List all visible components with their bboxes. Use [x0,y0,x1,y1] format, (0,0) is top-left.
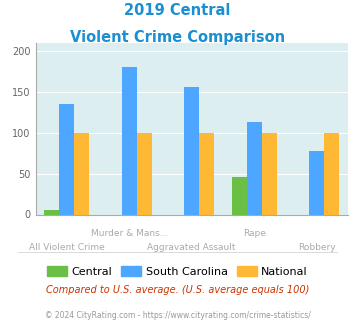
Text: Robbery: Robbery [298,243,335,251]
Bar [44,210,59,215]
Bar [324,133,339,214]
Text: Murder & Mans...: Murder & Mans... [91,229,168,238]
Bar [232,177,247,215]
Text: © 2024 CityRating.com - https://www.cityrating.com/crime-statistics/: © 2024 CityRating.com - https://www.city… [45,311,310,320]
Text: Violent Crime Comparison: Violent Crime Comparison [70,30,285,45]
Bar [309,151,324,214]
Bar [74,133,89,214]
Legend: Central, South Carolina, National: Central, South Carolina, National [43,261,312,281]
Bar [262,133,277,214]
Text: All Violent Crime: All Violent Crime [29,243,105,251]
Bar [122,67,137,214]
Text: 2019 Central: 2019 Central [124,3,231,18]
Bar [59,104,74,214]
Bar [247,122,262,214]
Bar [199,133,214,214]
Text: Aggravated Assault: Aggravated Assault [147,243,236,251]
Bar [184,87,199,214]
Bar [137,133,152,214]
Text: Rape: Rape [243,229,266,238]
Text: Compared to U.S. average. (U.S. average equals 100): Compared to U.S. average. (U.S. average … [46,285,309,295]
